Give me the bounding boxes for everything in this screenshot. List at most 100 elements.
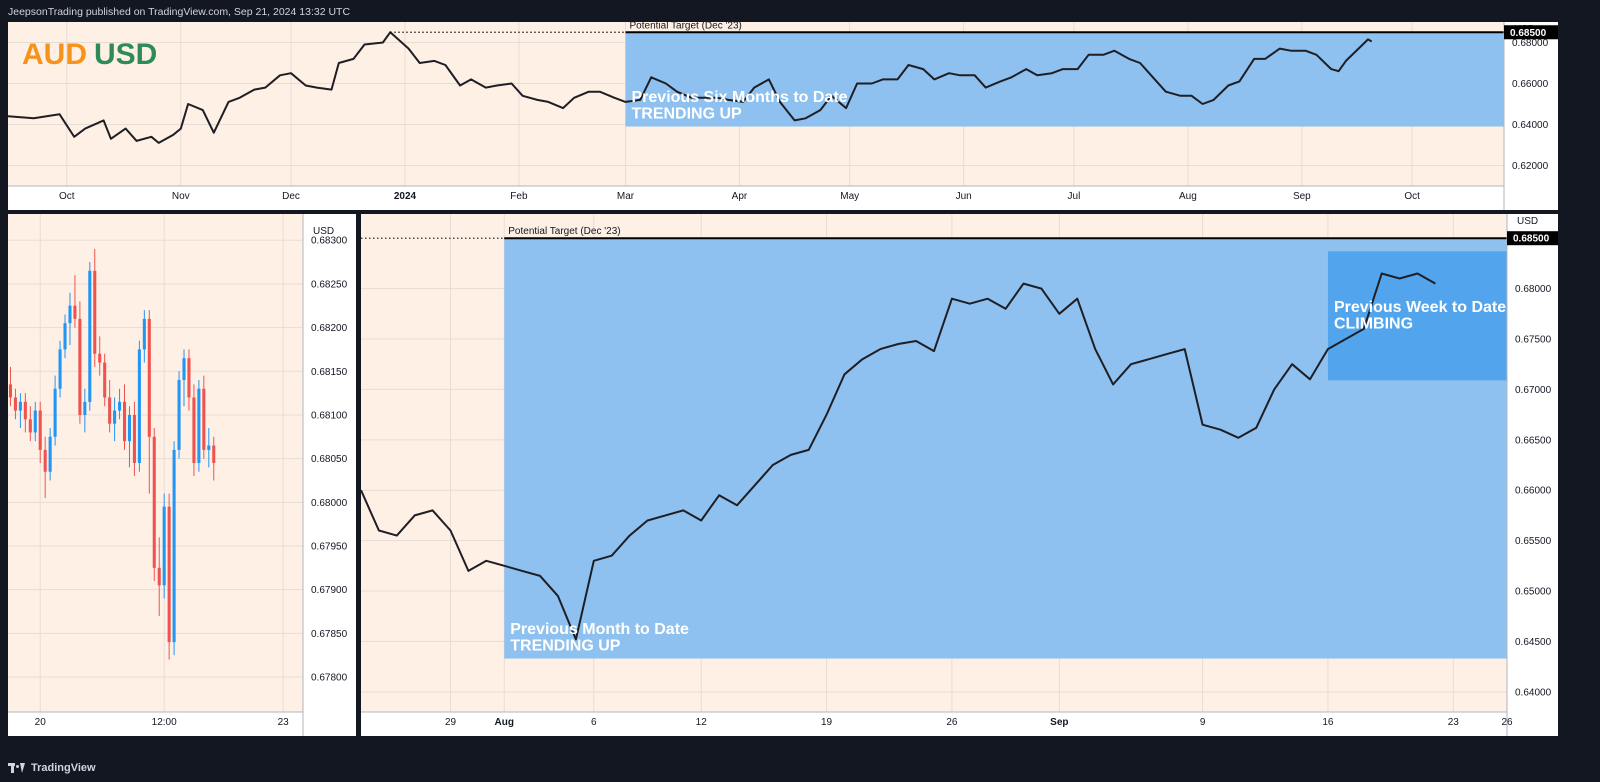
time-tick-label: 26 <box>1501 717 1513 728</box>
candle-down <box>23 401 27 420</box>
time-tick-label: 20 <box>35 717 47 728</box>
candle-down <box>8 384 13 398</box>
price-tick-label: 0.68000 <box>1515 284 1552 295</box>
zone-label: TRENDING UP <box>510 638 621 655</box>
candle-down <box>152 436 156 568</box>
time-tick-label: Sep <box>1293 191 1311 202</box>
candle-down <box>108 397 112 424</box>
price-tick-label: 0.68050 <box>311 454 348 465</box>
time-tick-label: Feb <box>510 191 528 202</box>
candle-down <box>93 270 97 354</box>
candle-up <box>127 414 132 442</box>
price-tick-label: 0.68200 <box>311 323 348 334</box>
price-tick-label: 0.68100 <box>311 410 348 421</box>
price-tick-label: 0.68250 <box>311 279 348 290</box>
candle-up <box>33 410 37 433</box>
candle-up <box>58 349 62 389</box>
time-tick-label: 6 <box>591 717 597 728</box>
candle-up <box>18 401 22 411</box>
target-label: Potential Target (Dec '23) <box>630 22 742 31</box>
time-tick-label: Oct <box>59 191 75 202</box>
month-line-chart[interactable]: Potential Target (Dec '23) Previous Month… <box>361 214 1558 736</box>
price-tick-label: 0.62000 <box>1512 161 1549 172</box>
time-tick-label: 23 <box>1448 717 1460 728</box>
intraday-candle-panel[interactable]: USD 0.68300 0.68250 0.68200 0.68150 0.68100 0.… <box>8 214 356 736</box>
time-tick-label: Aug <box>495 717 514 728</box>
candle-up <box>182 358 186 380</box>
candle-up <box>137 349 141 463</box>
candle-down <box>98 353 102 363</box>
time-tick-label: Nov <box>172 191 190 202</box>
target-price-tag <box>1507 231 1558 246</box>
target-price-tag <box>1504 25 1558 40</box>
time-tick-label: 29 <box>445 717 457 728</box>
time-tick-label: Aug <box>1179 191 1197 202</box>
zone-label: Previous Week to Date <box>1334 299 1506 316</box>
price-line <box>361 272 1436 641</box>
time-tick-label: 23 <box>278 717 290 728</box>
top-chart-panel[interactable]: Potential Target (Dec '23) Previous Six M… <box>8 22 1558 210</box>
candle-up <box>113 410 117 424</box>
time-tick-label: Sep <box>1050 717 1068 728</box>
price-tick-label: 0.68000 <box>311 498 348 509</box>
currency-label: USD <box>313 226 334 237</box>
price-tick-label: 0.64000 <box>1512 120 1549 131</box>
tradingview-footer[interactable]: TradingView <box>8 760 96 776</box>
candle-up <box>118 401 122 411</box>
six-month-line-chart[interactable]: Potential Target (Dec '23) Previous Six M… <box>8 22 1558 210</box>
candle-up <box>207 445 211 450</box>
price-tick-label: 0.68300 <box>311 236 348 247</box>
time-tick-label: 2024 <box>394 191 417 202</box>
price-tick-label: 0.64000 <box>1515 687 1552 698</box>
time-tick-label: 9 <box>1200 717 1206 728</box>
candle-down <box>103 362 107 398</box>
candle-up <box>88 270 92 402</box>
time-tick-label: Mar <box>617 191 635 202</box>
tradingview-logo-icon <box>8 763 26 773</box>
zone-label: Previous Six Months to Date <box>632 89 848 106</box>
price-line <box>8 31 1373 144</box>
candle-up <box>197 388 201 463</box>
candle-down <box>122 401 127 442</box>
candle-down <box>132 414 136 463</box>
candle-down <box>157 567 161 586</box>
price-tick-label: 0.67000 <box>1515 385 1552 396</box>
price-tick-label: 0.65000 <box>1515 587 1552 598</box>
time-tick-label: 12 <box>696 717 708 728</box>
trend-zone <box>625 32 1504 127</box>
time-tick-label: 16 <box>1322 717 1334 728</box>
price-tick-label: 0.67850 <box>311 629 348 640</box>
price-tick-label: 0.67800 <box>311 673 348 684</box>
zone-label: TRENDING UP <box>632 106 743 123</box>
candle-down <box>187 358 191 398</box>
zone-label: CLIMBING <box>1334 316 1413 333</box>
candle-up <box>63 323 67 350</box>
candle-down <box>192 397 196 463</box>
candle-down <box>202 388 206 450</box>
price-tick-label: 0.66500 <box>1515 435 1552 446</box>
candle-down <box>147 318 151 437</box>
time-tick-label: 12:00 <box>152 717 177 728</box>
candle-up <box>68 305 72 324</box>
symbol-quote: USD <box>94 38 157 71</box>
monthly-chart-panel[interactable]: Potential Target (Dec '23) Previous Month… <box>361 214 1558 736</box>
symbol-base: AUD <box>22 38 87 71</box>
candle-up <box>162 506 166 586</box>
target-price-label: 0.68500 <box>1510 28 1547 39</box>
time-tick-label: Jun <box>956 191 972 202</box>
candle-up <box>53 388 57 437</box>
price-tick-label: 0.68000 <box>1512 38 1549 49</box>
brand-name: TradingView <box>31 762 96 774</box>
price-tick-label: 0.66000 <box>1515 486 1552 497</box>
price-tick-label: 0.64500 <box>1515 637 1552 648</box>
candle-down <box>43 449 47 472</box>
candle-up <box>177 380 181 450</box>
time-tick-label: Apr <box>732 191 748 202</box>
candle-up <box>142 318 146 350</box>
price-tick-label: 0.68150 <box>311 367 348 378</box>
time-tick-label: Jul <box>1068 191 1081 202</box>
candle-down <box>38 410 42 450</box>
candle-down <box>212 445 216 463</box>
candle-down <box>73 305 77 319</box>
